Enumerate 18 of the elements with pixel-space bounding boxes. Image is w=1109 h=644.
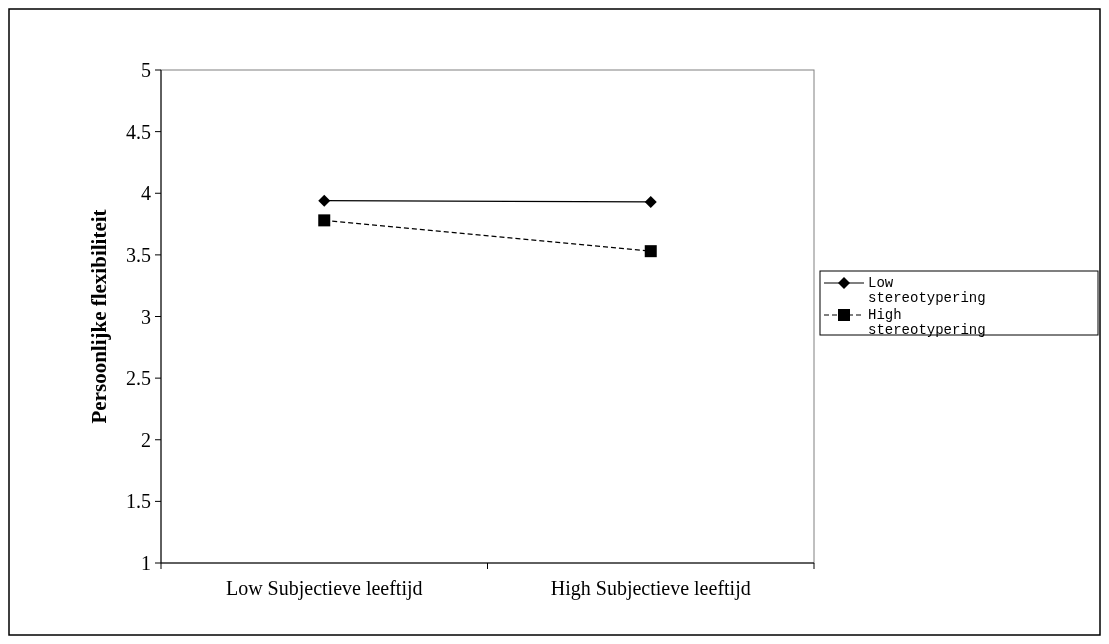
x-tick-label: Low Subjectieve leeftijd — [225, 577, 423, 600]
y-tick-label: 3.5 — [126, 243, 151, 266]
point — [644, 245, 657, 258]
y-tick-label: 3 — [141, 305, 151, 328]
y-tick-label: 2.5 — [126, 367, 151, 390]
legend-label: Low stereotypering — [868, 275, 986, 306]
point — [318, 214, 331, 227]
legend-label: High stereotypering — [868, 307, 986, 338]
y-tick-label: 1.5 — [126, 490, 151, 513]
y-tick-label: 2 — [141, 428, 151, 451]
point — [644, 195, 657, 208]
y-tick-label: 1 — [141, 552, 151, 574]
y-tick-label: 4 — [141, 182, 151, 205]
y-tick-label: 5 — [141, 59, 151, 81]
y-tick-label: 4.5 — [126, 120, 151, 143]
y-axis-title: Persoonlijke flexibiliteit — [87, 209, 111, 424]
point — [318, 194, 331, 207]
x-tick-label: High Subjectieve leeftijd — [550, 577, 751, 600]
